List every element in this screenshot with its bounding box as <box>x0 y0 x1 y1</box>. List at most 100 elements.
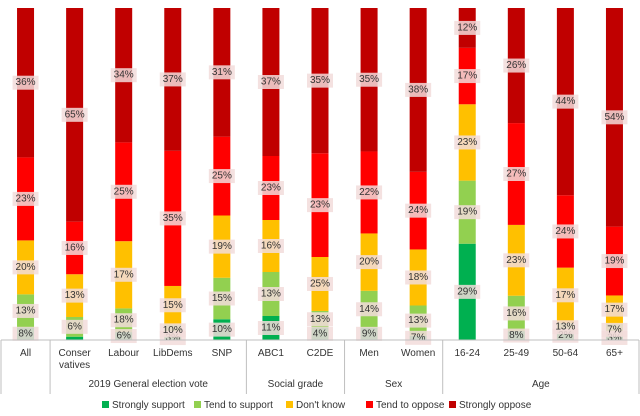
data-label-conser-vatives-tend-to-oppose: 16% <box>65 242 85 253</box>
data-label-libdems-strongly-support: 3% <box>166 333 181 344</box>
data-label-bg <box>61 107 88 122</box>
data-label-bg <box>552 288 579 303</box>
data-label-bg <box>601 322 628 337</box>
data-label-bg <box>12 260 39 275</box>
legend-swatch-don-t-know <box>286 401 293 408</box>
data-label-16-24-strongly-oppose: 12% <box>457 22 477 33</box>
group-label-age: Age <box>532 379 550 390</box>
data-label-all-tend-to-oppose: 23% <box>16 193 36 204</box>
data-label-bg <box>454 135 481 150</box>
data-label-bg <box>356 255 383 270</box>
data-label-conser-vatives-tend-to-support: 6% <box>67 321 82 332</box>
data-label-50-64-strongly-support: 2% <box>558 330 573 341</box>
data-label-all-tend-to-support: 13% <box>16 305 36 316</box>
data-label-abc1-don-t-know: 16% <box>261 241 281 252</box>
data-label-labour-don-t-know: 17% <box>114 269 134 280</box>
data-label-bg <box>454 69 481 84</box>
group-label-social-grade: Social grade <box>268 379 324 390</box>
group-label-2019-general-election-vote: 2019 General election vote <box>88 379 208 390</box>
data-label-all-strongly-support: 8% <box>18 328 33 339</box>
data-label-bg <box>208 239 235 254</box>
data-label-men-tend-to-oppose: 22% <box>359 187 379 198</box>
legend: Strongly support Tend to support Don't kno… <box>102 400 532 411</box>
data-label-bg <box>356 72 383 87</box>
legend-label-don-t-know: Don't know <box>296 400 346 411</box>
data-label-men-don-t-know: 20% <box>359 257 379 268</box>
tick-label-65: 65+ <box>606 348 623 359</box>
data-label-women-tend-to-oppose: 24% <box>408 205 428 216</box>
data-label-bg <box>257 321 284 335</box>
data-label-bg <box>208 322 235 337</box>
data-label-bg <box>405 270 432 285</box>
data-labels-layer: 8% 13% 20% 23% 36% 6% 13% 16% 65% 6% 18% 17% 25% 34% 3… <box>12 20 628 346</box>
data-label-bg <box>12 191 39 206</box>
data-label-bg <box>405 313 432 328</box>
legend-label-tend-to-oppose: Tend to oppose <box>376 400 445 411</box>
data-label-men-tend-to-support: 14% <box>359 304 379 315</box>
data-label-snp-tend-to-oppose: 25% <box>212 171 232 182</box>
tick-label-labour: Labour <box>108 348 140 359</box>
data-label-labour-strongly-oppose: 34% <box>114 70 134 81</box>
data-label-65-don-t-know: 17% <box>604 304 624 315</box>
data-label-bg <box>307 73 333 88</box>
data-label-bg <box>503 328 530 343</box>
data-label-65-strongly-support: 3% <box>607 332 622 343</box>
legend-swatch-strongly-support <box>102 401 109 408</box>
data-label-65-strongly-oppose: 54% <box>604 112 624 123</box>
data-label-conser-vatives-strongly-oppose: 65% <box>65 109 85 120</box>
data-label-libdems-tend-to-support: 10% <box>163 325 183 336</box>
data-label-women-strongly-oppose: 38% <box>408 84 428 95</box>
data-label-conser-vatives-don-t-know: 13% <box>65 290 85 301</box>
data-label-snp-tend-to-support: 15% <box>212 293 232 304</box>
data-label-bg <box>110 68 137 83</box>
data-label-all-strongly-oppose: 36% <box>16 77 36 88</box>
data-label-50-64-don-t-know: 17% <box>555 290 575 301</box>
data-label-men-strongly-oppose: 35% <box>359 74 379 85</box>
data-label-bg <box>12 303 39 318</box>
data-label-libdems-don-t-know: 15% <box>163 300 183 311</box>
data-label-bg <box>12 75 39 90</box>
data-label-50-64-strongly-oppose: 44% <box>555 96 575 107</box>
tick-label-50-64: 50-64 <box>553 348 579 359</box>
data-label-bg <box>405 330 432 345</box>
data-label-bg <box>12 326 39 341</box>
tick-label-16-24: 16-24 <box>454 348 480 359</box>
data-label-abc1-strongly-oppose: 37% <box>261 77 281 88</box>
data-label-bg <box>503 306 530 321</box>
tick-label-all: All <box>20 348 31 359</box>
tick-label-c2de: C2DE <box>307 348 334 359</box>
tick-label-conser-vatives: Conser <box>58 348 91 359</box>
tick-label-men: Men <box>359 348 378 359</box>
data-label-c2de-tend-to-oppose: 23% <box>310 200 330 211</box>
data-label-16-24-tend-to-support: 19% <box>457 207 477 218</box>
data-label-bg <box>307 312 333 327</box>
data-label-bg <box>257 239 284 253</box>
data-label-libdems-tend-to-oppose: 35% <box>163 213 183 224</box>
data-label-bg <box>257 181 284 195</box>
legend-swatch-strongly-oppose <box>449 401 456 408</box>
data-label-bg <box>601 110 628 125</box>
data-label-50-64-tend-to-oppose: 24% <box>555 226 575 237</box>
data-label-bg <box>356 326 383 341</box>
data-label-abc1-tend-to-support: 13% <box>261 289 281 300</box>
bar-conser-vatives-strongly-support <box>66 336 84 340</box>
data-label-abc1-tend-to-oppose: 23% <box>261 183 281 194</box>
data-label-bg <box>405 203 432 218</box>
data-label-16-24-strongly-support: 29% <box>457 286 477 297</box>
data-label-25-49-strongly-support: 8% <box>509 330 524 341</box>
data-label-16-24-tend-to-oppose: 17% <box>457 71 477 82</box>
data-label-bg <box>307 276 333 291</box>
legend-label-strongly-support: Strongly support <box>112 400 185 411</box>
data-label-labour-tend-to-oppose: 25% <box>114 186 134 197</box>
data-label-c2de-tend-to-support: 13% <box>310 314 330 325</box>
data-label-c2de-don-t-know: 25% <box>310 278 330 289</box>
tick-label-25-49: 25-49 <box>504 348 530 359</box>
data-label-bg <box>257 75 284 89</box>
data-label-bg <box>208 65 235 80</box>
data-label-bg <box>110 313 137 328</box>
data-label-bg <box>61 240 88 255</box>
data-label-bg <box>159 298 186 313</box>
data-label-bg <box>503 167 530 181</box>
data-label-c2de-strongly-oppose: 35% <box>310 75 330 86</box>
